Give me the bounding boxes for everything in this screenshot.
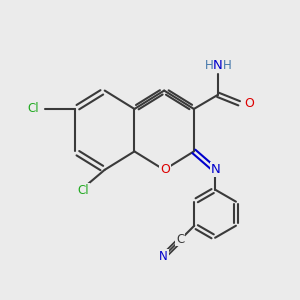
- Text: N: N: [213, 59, 223, 72]
- Text: N: N: [159, 250, 168, 263]
- Text: H: H: [205, 59, 213, 72]
- Text: O: O: [244, 97, 254, 110]
- Text: C: C: [176, 232, 184, 245]
- Text: H: H: [223, 59, 231, 72]
- Text: Cl: Cl: [27, 103, 39, 116]
- Text: O: O: [160, 163, 170, 176]
- Text: Cl: Cl: [78, 184, 89, 197]
- Text: N: N: [211, 163, 220, 176]
